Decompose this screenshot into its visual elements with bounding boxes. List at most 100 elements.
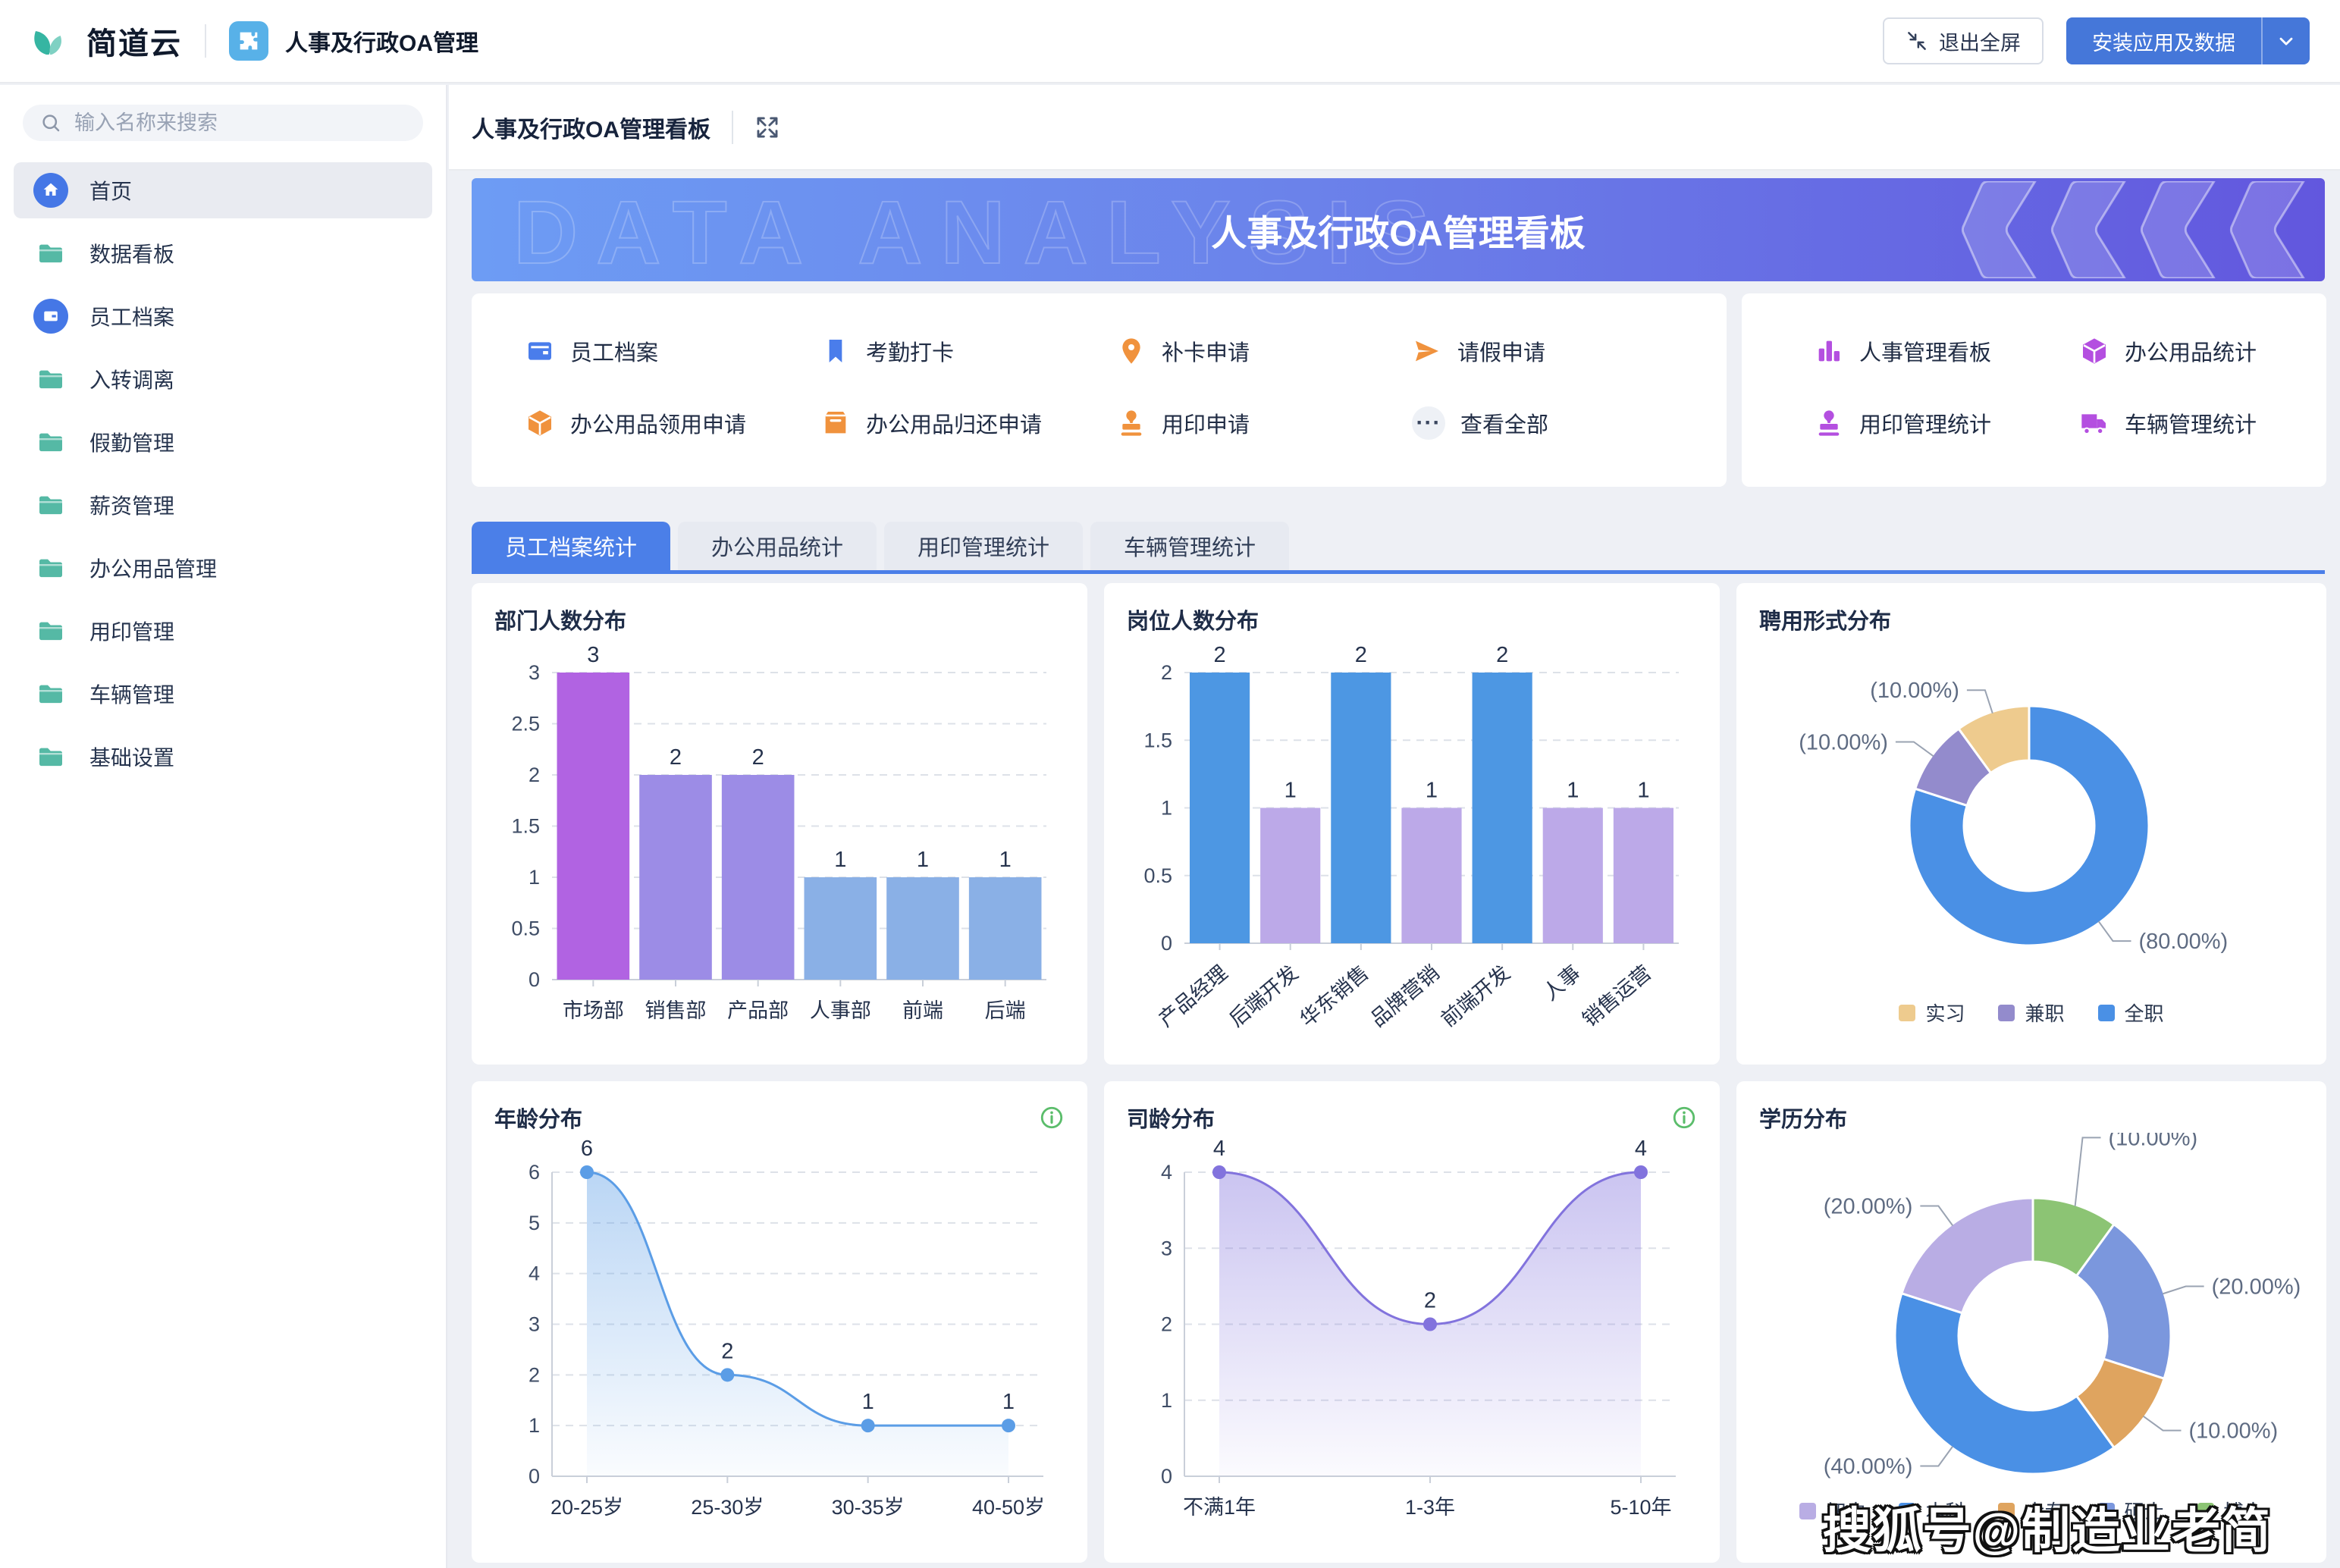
sidebar-item-数据看板[interactable]: 数据看板 xyxy=(14,225,432,281)
quick-link-查看全部[interactable]: ··· 查看全部 xyxy=(1412,406,1727,440)
expand-icon[interactable] xyxy=(754,114,780,140)
sidebar-item-label: 首页 xyxy=(89,180,133,203)
quick-link-用印申请[interactable]: 用印申请 xyxy=(1116,406,1412,440)
svg-text:1: 1 xyxy=(529,866,540,889)
svg-text:(40.00%): (40.00%) xyxy=(1824,1455,1913,1479)
chart-title: 岗位人数分布 xyxy=(1127,610,1259,634)
quick-link-办公用品领用申请[interactable]: 办公用品领用申请 xyxy=(525,406,820,440)
svg-text:0: 0 xyxy=(529,968,540,991)
quick-link-考勤打卡[interactable]: 考勤打卡 xyxy=(820,334,1116,368)
svg-text:后端开发: 后端开发 xyxy=(1225,961,1303,1031)
tab-员工档案统计[interactable]: 员工档案统计 xyxy=(472,522,671,570)
search-input[interactable] xyxy=(73,110,406,136)
chart-header: 年龄分布 xyxy=(472,1081,1087,1133)
legend-label: 初中 xyxy=(1826,1501,1866,1523)
quick-link-办公用品统计[interactable]: 办公用品统计 xyxy=(2079,334,2326,368)
chart-title: 司龄分布 xyxy=(1127,1108,1215,1132)
quick-link-用印管理统计[interactable]: 用印管理统计 xyxy=(1814,406,2079,440)
quick-link-请假申请[interactable]: 请假申请 xyxy=(1412,334,1727,368)
exit-fullscreen-label: 退出全屏 xyxy=(1939,31,2021,55)
svg-text:1: 1 xyxy=(1567,779,1579,803)
chart-card-部门人数分布: 部门人数分布 0 0.5 1 1.5 2 2.5 3 3 市场部 2 销售部 2 产品部 1 人事部 1 前端 1 后… xyxy=(472,583,1087,1065)
sidebar-item-员工档案[interactable]: 员工档案 xyxy=(14,288,432,344)
legend-swatch xyxy=(1899,1502,1916,1519)
install-app-label: 安装应用及数据 xyxy=(2092,31,2235,55)
legend-item-兼职[interactable]: 兼职 xyxy=(1998,999,2065,1027)
quick-link-员工档案[interactable]: 员工档案 xyxy=(525,334,820,368)
quick-link-label: 查看全部 xyxy=(1460,413,1549,437)
svg-text:0.5: 0.5 xyxy=(1143,864,1172,887)
legend-item-全职[interactable]: 全职 xyxy=(2097,999,2164,1027)
search-icon xyxy=(39,111,62,134)
sidebar-item-用印管理[interactable]: 用印管理 xyxy=(14,603,432,659)
legend-item-硕士[interactable]: 硕士 xyxy=(2097,1497,2164,1525)
svg-text:3: 3 xyxy=(1161,1237,1172,1259)
svg-text:后端: 后端 xyxy=(985,999,1026,1022)
svg-text:2: 2 xyxy=(1161,1313,1172,1336)
pin-icon xyxy=(1116,336,1146,366)
svg-text:5: 5 xyxy=(529,1212,540,1234)
area-chart: 0 1 2 3 4 4 不满1年 2 1-3年 4 5-10年 xyxy=(1104,1133,1720,1538)
sidebar-item-假勤管理[interactable]: 假勤管理 xyxy=(14,414,432,470)
legend-item-本科[interactable]: 本科 xyxy=(1899,1497,1965,1525)
sidebar-item-基础设置[interactable]: 基础设置 xyxy=(14,729,432,785)
sidebar-search[interactable] xyxy=(23,105,423,141)
legend-item-博士[interactable]: 博士 xyxy=(2197,1497,2263,1525)
legend-item-大专[interactable]: 大专 xyxy=(1998,1497,2065,1525)
sidebar-item-办公用品管理[interactable]: 办公用品管理 xyxy=(14,540,432,596)
sidebar-item-首页[interactable]: 首页 xyxy=(14,162,432,218)
svg-text:0: 0 xyxy=(1161,932,1172,955)
exit-fullscreen-button[interactable]: 退出全屏 xyxy=(1883,17,2044,64)
svg-text:2: 2 xyxy=(1214,643,1226,667)
svg-text:2: 2 xyxy=(529,764,540,786)
sidebar-item-薪资管理[interactable]: 薪资管理 xyxy=(14,477,432,533)
svg-text:市场部: 市场部 xyxy=(563,999,624,1022)
app-badge xyxy=(229,21,268,61)
folder-icon xyxy=(33,676,68,711)
sidebar-item-label: 车辆管理 xyxy=(89,683,175,707)
puzzle-icon xyxy=(236,28,262,54)
tab-办公用品统计[interactable]: 办公用品统计 xyxy=(678,522,877,570)
info-icon[interactable] xyxy=(1039,1105,1065,1131)
sidebar-item-车辆管理[interactable]: 车辆管理 xyxy=(14,666,432,722)
legend-item-初中[interactable]: 初中 xyxy=(1799,1497,1865,1525)
svg-text:不满1年: 不满1年 xyxy=(1183,1496,1256,1519)
svg-text:4: 4 xyxy=(1213,1137,1225,1161)
chart-header: 岗位人数分布 xyxy=(1104,583,1720,635)
legend-swatch xyxy=(1998,1502,2015,1519)
svg-text:1.5: 1.5 xyxy=(1143,729,1172,751)
quick-link-补卡申请[interactable]: 补卡申请 xyxy=(1116,334,1412,368)
wallet-icon xyxy=(525,336,555,366)
svg-text:人事部: 人事部 xyxy=(810,999,871,1022)
folder-icon xyxy=(33,613,68,648)
tab-车辆管理统计[interactable]: 车辆管理统计 xyxy=(1090,522,1290,570)
legend-item-实习[interactable]: 实习 xyxy=(1899,999,1965,1027)
folder-icon xyxy=(33,425,68,459)
svg-text:1: 1 xyxy=(1426,779,1438,803)
quick-link-车辆管理统计[interactable]: 车辆管理统计 xyxy=(2079,406,2326,440)
sidebar-item-入转调离[interactable]: 入转调离 xyxy=(14,351,432,407)
svg-text:华东销售: 华东销售 xyxy=(1296,961,1373,1031)
svg-text:4: 4 xyxy=(1161,1161,1172,1184)
folder-icon xyxy=(33,236,68,271)
quick-link-人事管理看板[interactable]: 人事管理看板 xyxy=(1814,334,2079,368)
quick-link-label: 员工档案 xyxy=(570,341,659,365)
svg-text:30-35岁: 30-35岁 xyxy=(832,1496,905,1519)
chevron-down-icon[interactable] xyxy=(2261,17,2310,64)
svg-text:3: 3 xyxy=(529,1313,540,1336)
svg-text:(10.00%): (10.00%) xyxy=(2189,1419,2279,1444)
tab-用印管理统计[interactable]: 用印管理统计 xyxy=(884,522,1084,570)
quick-link-办公用品归还申请[interactable]: 办公用品归还申请 xyxy=(820,406,1116,440)
info-icon[interactable] xyxy=(1671,1105,1697,1131)
svg-text:4: 4 xyxy=(1635,1137,1647,1161)
svg-text:(80.00%): (80.00%) xyxy=(2139,930,2229,954)
chart-header: 聘用形式分布 xyxy=(1736,583,2326,635)
legend-label: 本科 xyxy=(1925,1501,1965,1523)
folder-icon xyxy=(33,550,68,585)
svg-text:4: 4 xyxy=(529,1262,540,1285)
send-icon xyxy=(1412,336,1442,366)
ellipsis-icon: ··· xyxy=(1412,406,1445,440)
install-app-button[interactable]: 安装应用及数据 xyxy=(2066,17,2310,64)
svg-text:3: 3 xyxy=(529,661,540,684)
